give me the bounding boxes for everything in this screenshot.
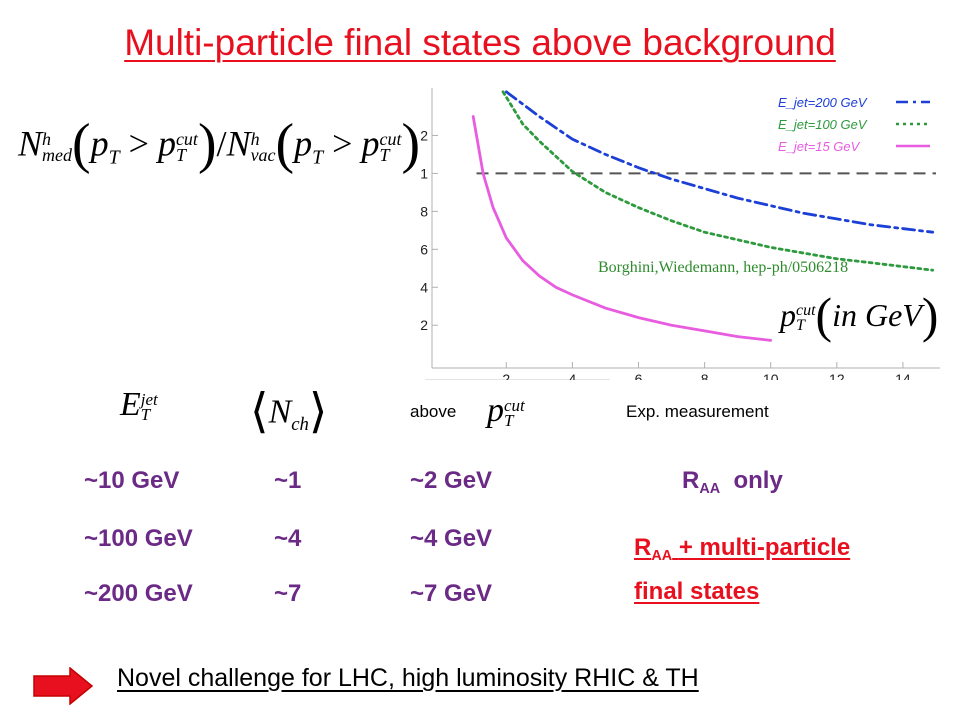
x-tick-label-2: 6 [635,371,643,380]
y-tick-label-4: 1 [420,165,428,181]
legend-label-0: E_jet=200 GeV [778,95,868,110]
y-tick-label-3: 0.8 [420,203,428,219]
x-tick-label-4: 10 [763,371,779,380]
x-axis-unit: in GeV [832,297,922,334]
y-tick-label-0: 0.2 [420,317,428,333]
x-axis-label: pcut T (in GeV) [780,288,939,343]
right-arrow-icon [33,667,94,705]
y-tick-label-2: 0.6 [420,241,428,257]
header-above: above [410,402,457,421]
row-1-nch: ~1 [274,467,302,494]
x-tick-label-6: 14 [895,371,911,380]
series-line-1 [501,90,935,272]
header-pcut: pcut T [487,392,525,431]
x-tick-label-3: 8 [701,371,709,380]
citation: Borghini,Wiedemann, hep-ph/0506218 [598,259,849,276]
x-tick-label-0: 2 [502,371,510,380]
x-tick-label-1: 4 [568,371,576,380]
row-2-ejet: ~100 GeV [84,525,193,552]
legend-label-1: E_jet=100 GeV [778,117,868,132]
row-3-pcut: ~7 GeV [410,580,493,607]
ratio-chart: 0.2 0.4 0.6 0.8 1 1.2 2 4 6 8 10 12 14 E_jet=200 GeV E… [420,88,940,380]
raa-multi-particle: RAA + multi-particle final states [634,534,851,606]
row-1-pcut: ~2 GeV [410,467,493,494]
row-2-pcut: ~4 GeV [410,525,493,552]
ratio-formula: Nh med(pT > pcut T)/Nh vac(pT > pcut T) [18,113,421,175]
raa-only: RAA only [682,467,783,498]
header-ejet: Ejet T [120,386,158,425]
y-tick-label-5: 1.2 [420,127,428,143]
series-line-0 [504,90,935,234]
row-3-ejet: ~200 GeV [84,580,193,607]
header-exp-measurement: Exp. measurement [626,402,769,421]
row-1-ejet: ~10 GeV [84,467,180,494]
header-nch: ⟨Nch⟩ [250,386,328,438]
slide-title: Multi-particle final states above backgr… [124,22,836,63]
y-tick-label-1: 0.4 [420,279,428,295]
series-line-2 [471,115,773,342]
footer-note: Novel challenge for LHC, high luminosity… [117,664,699,692]
row-3-nch: ~7 [274,580,302,607]
row-2-nch: ~4 [274,525,302,552]
x-tick-label-5: 12 [829,371,845,380]
legend-label-2: E_jet=15 GeV [778,139,861,154]
